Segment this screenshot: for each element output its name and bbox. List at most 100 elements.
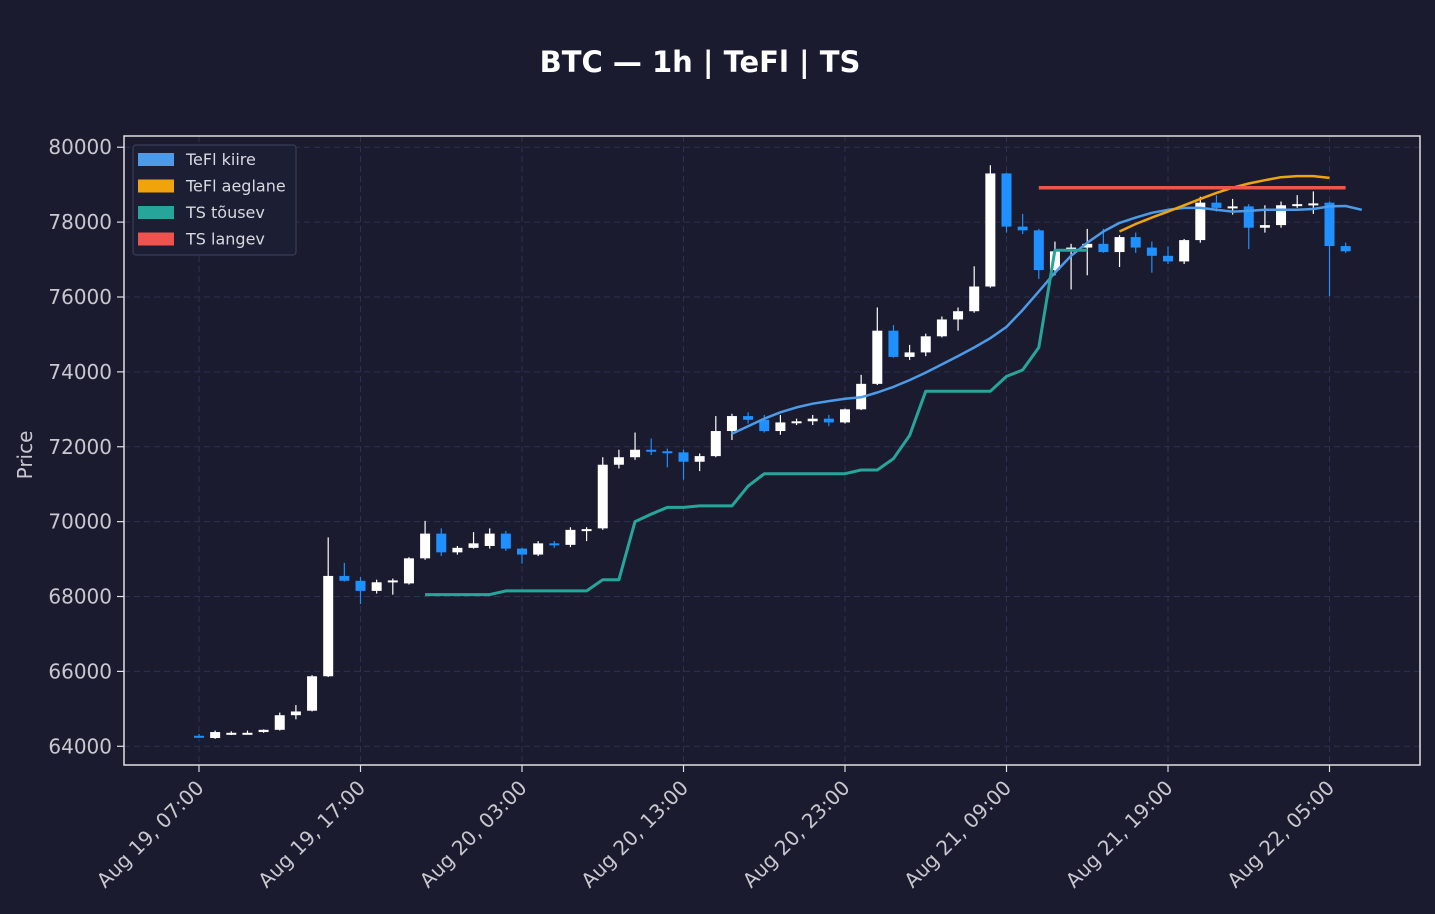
candle-body (904, 352, 915, 357)
candle (872, 307, 883, 385)
plot-border (123, 135, 1421, 766)
y-tick-label: 76000 (48, 285, 112, 309)
candle (775, 414, 786, 435)
candle (194, 733, 204, 738)
candle-body (1049, 251, 1060, 271)
candle-body (872, 330, 883, 384)
candle (1340, 242, 1351, 253)
candle (1292, 195, 1303, 208)
y-tick-label: 80000 (48, 135, 112, 159)
candle (1324, 201, 1335, 297)
candle (517, 547, 527, 564)
candle (840, 408, 850, 424)
candle (549, 541, 560, 548)
candle-body (726, 416, 737, 432)
candle (904, 344, 915, 360)
y-tick-label: 68000 (48, 585, 112, 609)
candle (1033, 228, 1044, 280)
candle-body (791, 421, 802, 424)
candle (323, 537, 334, 678)
candle (823, 414, 834, 427)
candle (1146, 241, 1157, 273)
candle-body (387, 580, 398, 583)
candle (1276, 201, 1287, 228)
y-tick-label: 74000 (48, 360, 112, 384)
candle-body (1276, 205, 1287, 226)
candle-body (517, 548, 527, 555)
candle (565, 527, 576, 548)
candle (355, 577, 366, 605)
candle-body (307, 676, 318, 711)
candle (791, 418, 802, 426)
candle (646, 438, 657, 455)
candle-body (484, 533, 495, 546)
candle-body (1324, 202, 1335, 247)
y-tick-label: 70000 (48, 510, 112, 534)
candle (953, 307, 964, 331)
candle (242, 730, 253, 735)
candle (581, 527, 592, 542)
y-axis: 64000 66000 68000 70000 72000 74000 76000 78000… (48, 135, 124, 758)
candle-body (823, 418, 834, 423)
candle (1017, 213, 1028, 235)
candle-body (662, 451, 673, 454)
candle (1082, 228, 1093, 276)
legend-swatch (138, 232, 174, 246)
y-axis-label: Price (13, 431, 37, 480)
candle (1195, 196, 1206, 243)
candle (888, 325, 899, 358)
candle (533, 541, 544, 557)
candle-body (630, 449, 641, 458)
candle (403, 557, 414, 585)
candle-body (1114, 237, 1125, 253)
candle-body (194, 735, 204, 738)
candle (694, 453, 705, 472)
candle-body (323, 575, 334, 677)
y-tick-label: 66000 (48, 659, 112, 683)
legend: TeFl kiire TeFl aeglane TS tõusev TS langev (132, 144, 297, 256)
candle-body (1292, 204, 1303, 207)
candle (662, 448, 673, 468)
candle (630, 432, 641, 460)
candle (436, 528, 447, 557)
candle (339, 562, 350, 582)
candle-body (888, 330, 899, 357)
candle-body (581, 529, 592, 532)
series-line (1118, 174, 1330, 233)
candle-body (1163, 255, 1173, 262)
candle (1179, 238, 1190, 265)
x-tick-label: Aug 20, 23:00 (738, 776, 855, 893)
candle-body (1211, 202, 1222, 208)
candle (210, 730, 221, 739)
candle-body (242, 732, 253, 735)
candle-body (840, 409, 850, 423)
legend-swatch (138, 153, 174, 166)
candle-body (339, 575, 350, 581)
candle-body (274, 715, 285, 730)
candle-body (1033, 230, 1044, 271)
candle-body (1017, 226, 1028, 231)
candle-body (759, 419, 770, 432)
candle (1001, 172, 1012, 233)
y-tick-label: 64000 (48, 734, 112, 758)
candle-body (500, 533, 511, 549)
candle-body (1130, 237, 1141, 248)
candle-body (597, 464, 608, 529)
candle-body (678, 452, 689, 462)
candle (1114, 235, 1125, 268)
candle-body (646, 449, 657, 452)
candle-body (549, 543, 560, 546)
candle-body (452, 547, 463, 553)
legend-swatch (138, 179, 174, 193)
legend-entry: TS tõusev (185, 203, 265, 222)
candle-body (694, 456, 705, 462)
candle-body (1259, 225, 1270, 228)
candle-body (985, 173, 996, 287)
chart-title: BTC — 1h | TeFl | TS (540, 45, 861, 79)
candle-body (226, 732, 237, 735)
candle-body (1308, 203, 1319, 206)
legend-entry: TeFl aeglane (185, 177, 286, 196)
series-line (731, 204, 1363, 435)
candle-body (743, 416, 754, 420)
candle-body (920, 336, 931, 353)
